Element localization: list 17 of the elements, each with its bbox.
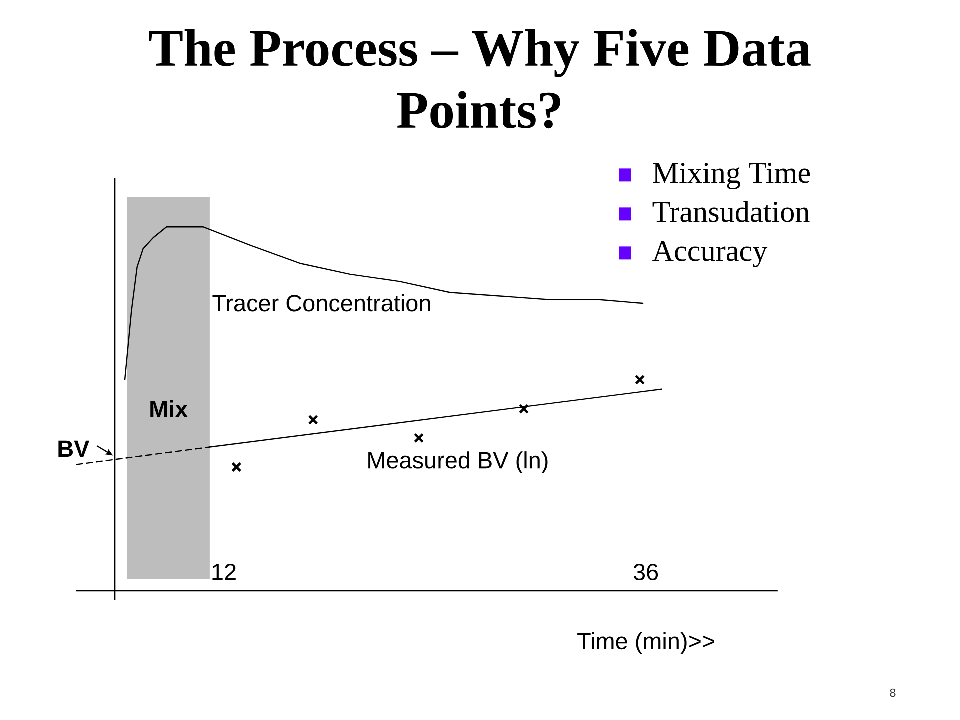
- chart-title: The Process – Why Five Data Points?: [149, 29, 811, 129]
- point: [634, 374, 646, 385]
- point: [308, 414, 318, 426]
- point: [232, 462, 242, 472]
- series-label: Tracer Concentration: [212, 294, 430, 312]
- annotation: Accuracy: [652, 241, 768, 268]
- series-label: Measured BV (ln): [368, 452, 548, 474]
- x-tick-label: 12: [212, 564, 236, 580]
- point: [518, 404, 530, 414]
- x-tick-label: 36: [634, 564, 658, 581]
- band-label: Mix: [150, 400, 188, 418]
- text: Transudation: [652, 201, 810, 222]
- annotation: BV: [58, 440, 90, 458]
- point: [414, 433, 424, 444]
- x-axis-title: Time (min)>>: [578, 632, 714, 654]
- text: 8: [890, 688, 896, 698]
- text: Mixing Time: [653, 163, 810, 190]
